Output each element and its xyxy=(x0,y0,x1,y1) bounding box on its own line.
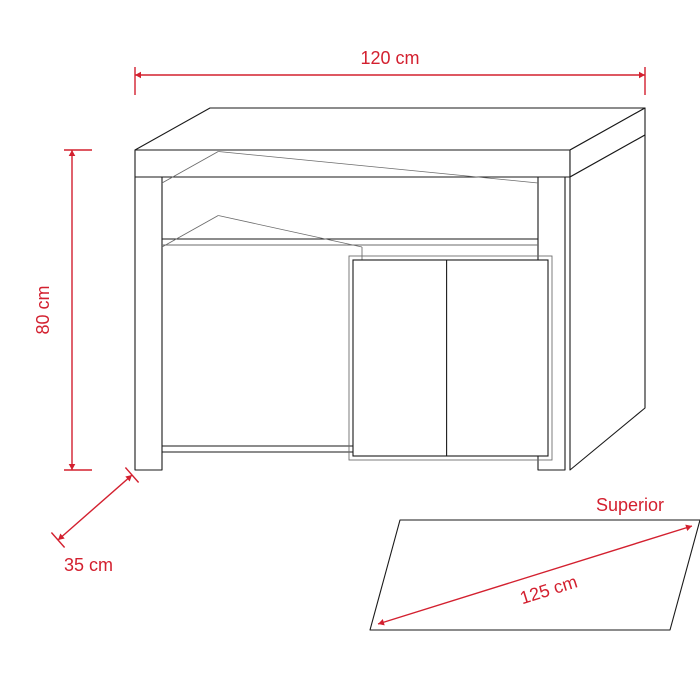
svg-text:80 cm: 80 cm xyxy=(33,285,53,334)
furniture xyxy=(135,108,645,470)
svg-text:Superior: Superior xyxy=(596,495,664,515)
inset-superior: Superior125 cm xyxy=(370,495,700,630)
dim-depth: 35 cm xyxy=(51,467,138,574)
dim-width: 120 cm xyxy=(135,48,645,95)
svg-text:120 cm: 120 cm xyxy=(360,48,419,68)
dim-height: 80 cm xyxy=(33,150,92,470)
svg-text:35 cm: 35 cm xyxy=(64,555,113,575)
